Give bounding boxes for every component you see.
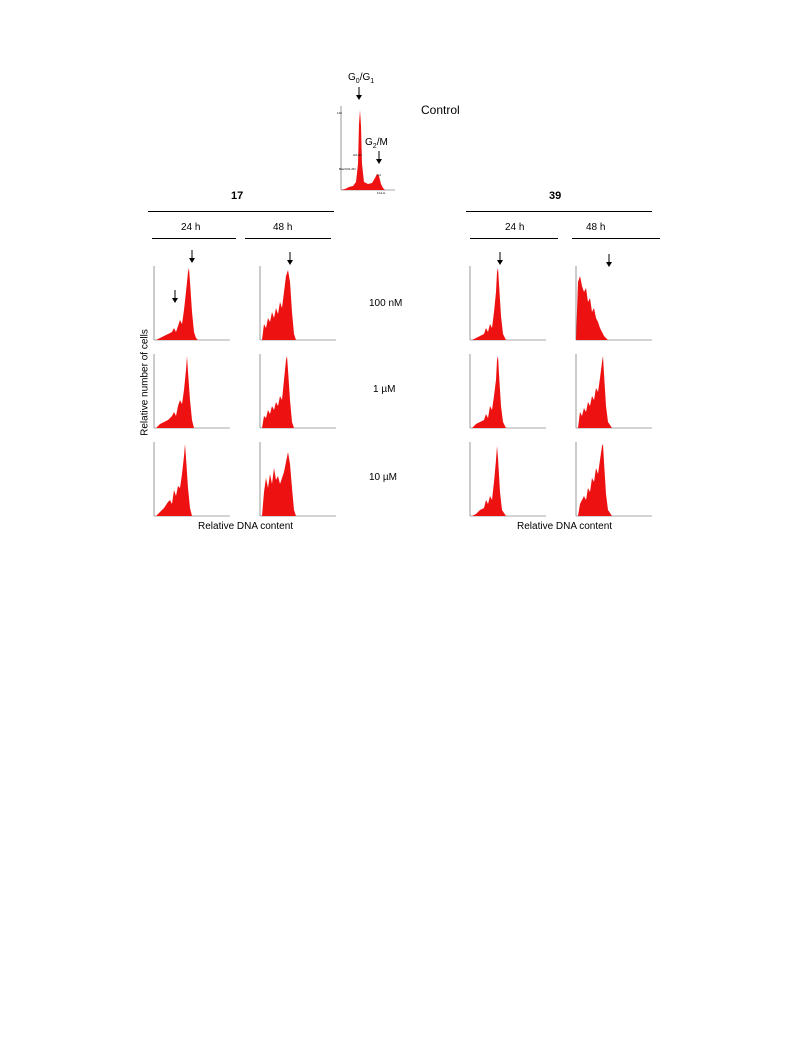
g0g1-arrow-icon <box>356 87 362 100</box>
histogram-3-1 <box>575 354 652 429</box>
compound-39-24h-line <box>470 238 558 239</box>
svg-text:FL2-H: FL2-H <box>377 191 385 195</box>
svg-text:G2: G2 <box>377 173 381 177</box>
y-axis-label: Relative number of cells <box>139 329 151 436</box>
histogram-1-1 <box>259 354 336 429</box>
histogram-0-2 <box>153 442 230 517</box>
svg-text:110: 110 <box>337 111 342 115</box>
compound-39-48h-label: 48 h <box>586 222 606 233</box>
histogram-fill <box>156 268 198 340</box>
histogram-0-1 <box>153 354 230 429</box>
control-histogram: BatchO1-M1 G0-G1 G2 FL2-H 110 <box>337 106 395 195</box>
compound-39-48h-line <box>572 238 660 239</box>
histogram-fill <box>262 356 294 428</box>
histogram-3-2 <box>575 442 652 517</box>
g0g1-label: G0/G1 <box>348 72 375 85</box>
compound-39-label: 39 <box>549 190 562 202</box>
histogram-2-2 <box>469 442 546 517</box>
compound-17-line <box>148 211 334 212</box>
g2m-arrow-icon <box>376 151 382 164</box>
histogram-fill <box>472 446 506 516</box>
svg-text:G0-G1: G0-G1 <box>353 153 362 157</box>
g2m-label: G2/M <box>365 137 388 150</box>
compound-17-48h-line <box>245 238 331 239</box>
histogram-fill <box>262 452 296 516</box>
histogram-fill <box>472 268 506 340</box>
histogram-fill <box>576 276 608 340</box>
compound-17-label: 17 <box>231 190 244 202</box>
x-axis-label-left: Relative DNA content <box>198 521 294 532</box>
peak-arrow-icon <box>287 252 293 265</box>
histogram-2-0 <box>469 266 546 341</box>
peak-arrow-icon <box>497 252 503 265</box>
histogram-fill <box>578 356 612 428</box>
histogram-2-1 <box>469 354 546 429</box>
histogram-1-2 <box>259 442 336 517</box>
svg-text:BatchO1-M1: BatchO1-M1 <box>339 167 356 171</box>
peak-arrow-icon <box>189 250 195 263</box>
compound-17-24h-line <box>152 238 236 239</box>
histogram-fill <box>472 356 506 428</box>
histogram-fill <box>156 356 194 428</box>
compound-17-48h-label: 48 h <box>273 222 293 233</box>
x-axis-label-right: Relative DNA content <box>517 521 613 532</box>
peak-arrow-icon <box>172 290 178 303</box>
histogram-fill <box>262 270 296 340</box>
compound-39-24h-label: 24 h <box>505 222 525 233</box>
histogram-3-0 <box>575 266 652 341</box>
histogram-fill <box>578 444 612 516</box>
peak-arrow-icon <box>606 254 612 267</box>
conc-100nm: 100 nM <box>369 298 403 309</box>
compound-17-24h-label: 24 h <box>181 222 201 233</box>
conc-10um: 10 µM <box>369 472 397 483</box>
histogram-fill <box>156 444 192 516</box>
compound-39-line <box>466 211 652 212</box>
histogram-1-0 <box>259 266 336 341</box>
control-title: Control <box>421 103 460 117</box>
conc-1um: 1 µM <box>373 384 396 395</box>
histogram-0-0 <box>153 266 230 341</box>
